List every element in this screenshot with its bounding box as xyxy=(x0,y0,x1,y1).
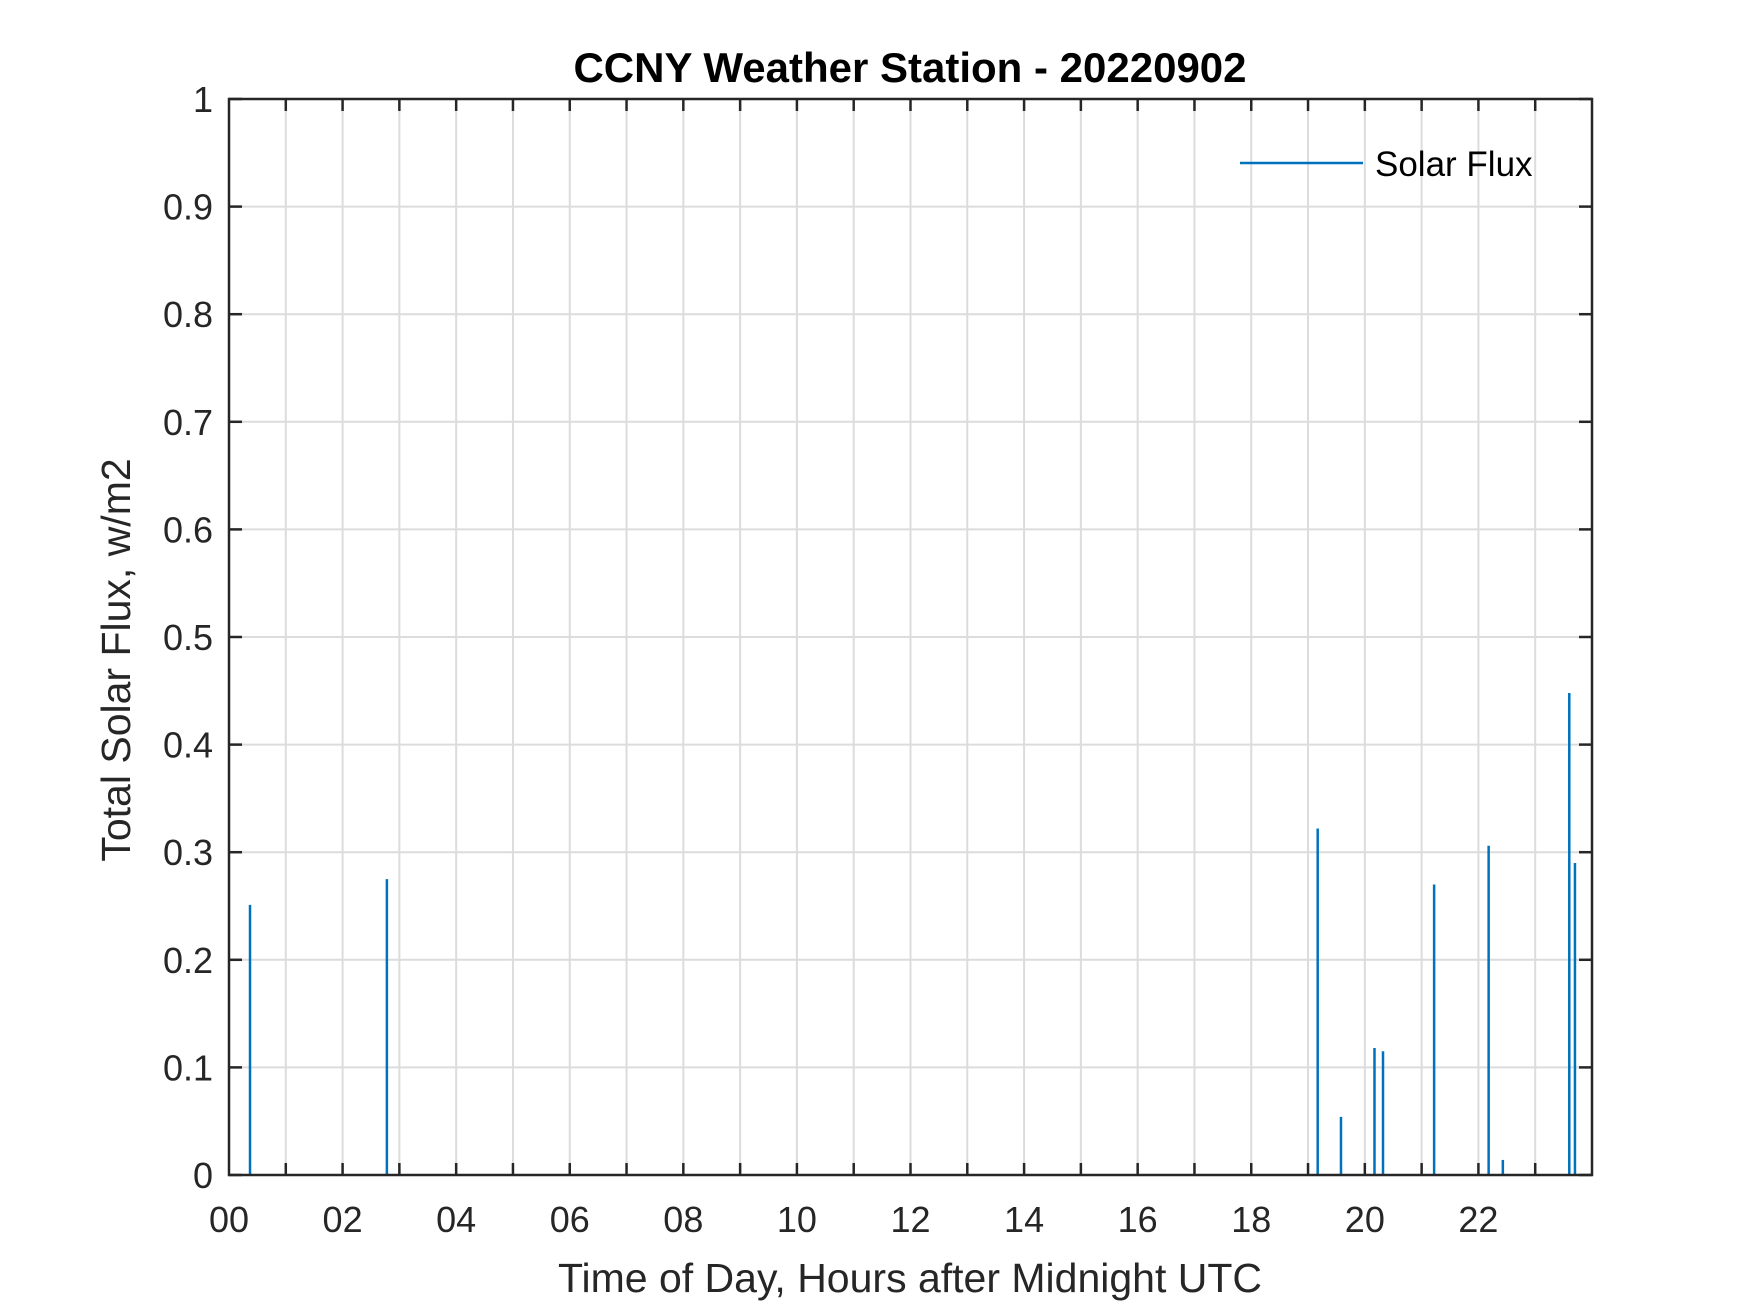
y-tick-label: 0.8 xyxy=(163,294,213,335)
x-tick-label: 12 xyxy=(890,1199,930,1240)
x-tick-label: 20 xyxy=(1345,1199,1385,1240)
y-tick-label: 0.3 xyxy=(163,832,213,873)
y-tick-label: 0 xyxy=(193,1155,213,1196)
grid-lines xyxy=(229,99,1592,1175)
legend-label-solar-flux: Solar Flux xyxy=(1375,145,1533,184)
x-tick-label: 08 xyxy=(663,1199,703,1240)
y-tick-label: 0.1 xyxy=(163,1047,213,1088)
y-tick-label: 0.2 xyxy=(163,940,213,981)
chart-title: CCNY Weather Station - 20220902 xyxy=(573,44,1246,91)
x-tick-label: 16 xyxy=(1118,1199,1158,1240)
y-tick-label: 0.9 xyxy=(163,187,213,228)
y-tick-labels: 0 0.1 0.2 0.3 0.4 0.5 0.6 0.7 0.8 0.9 1 xyxy=(163,79,213,1196)
x-tick-labels: 00 02 04 06 08 10 12 14 16 18 20 22 xyxy=(209,1199,1498,1240)
y-tick-label: 0.7 xyxy=(163,402,213,443)
y-tick-label: 0.6 xyxy=(163,509,213,550)
x-axis-label: Time of Day, Hours after Midnight UTC xyxy=(558,1255,1262,1301)
data-series-solar-flux xyxy=(248,692,1577,1175)
y-tick-label: 0.4 xyxy=(163,725,213,766)
x-tick-label: 10 xyxy=(777,1199,817,1240)
x-tick-label: 22 xyxy=(1458,1199,1498,1240)
x-tick-label: 06 xyxy=(550,1199,590,1240)
y-tick-label: 1 xyxy=(193,79,213,120)
x-tick-label: 04 xyxy=(436,1199,476,1240)
legend: Solar Flux xyxy=(1240,145,1533,184)
y-tick-label: 0.5 xyxy=(163,617,213,658)
x-tick-label: 18 xyxy=(1231,1199,1271,1240)
x-tick-label: 14 xyxy=(1004,1199,1044,1240)
x-tick-label: 00 xyxy=(209,1199,249,1240)
y-axis-label: Total Solar Flux, w/m2 xyxy=(93,458,139,861)
axis-ticks xyxy=(229,97,1592,1177)
x-tick-label: 02 xyxy=(323,1199,363,1240)
